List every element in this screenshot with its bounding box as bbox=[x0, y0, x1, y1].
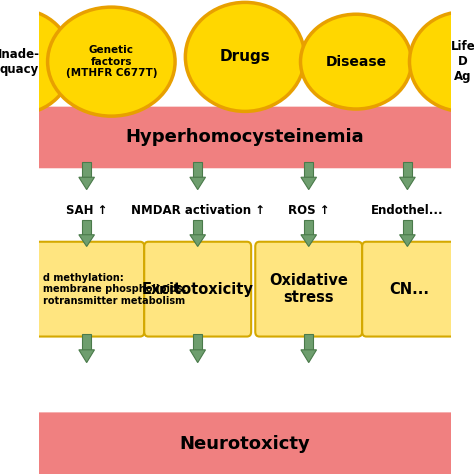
Polygon shape bbox=[193, 334, 202, 350]
Ellipse shape bbox=[410, 12, 474, 111]
Polygon shape bbox=[301, 235, 317, 246]
Text: Excitotoxicity: Excitotoxicity bbox=[142, 282, 254, 297]
Text: Oxidative
stress: Oxidative stress bbox=[269, 273, 348, 305]
Polygon shape bbox=[79, 235, 94, 246]
Polygon shape bbox=[193, 162, 202, 177]
FancyBboxPatch shape bbox=[31, 242, 144, 337]
Text: NMDAR activation ↑: NMDAR activation ↑ bbox=[131, 204, 265, 218]
Text: SAH ↑: SAH ↑ bbox=[66, 204, 108, 218]
Polygon shape bbox=[400, 235, 415, 246]
Text: Hyperhomocysteinemia: Hyperhomocysteinemia bbox=[126, 128, 365, 146]
FancyBboxPatch shape bbox=[255, 242, 362, 337]
Polygon shape bbox=[82, 334, 91, 350]
Polygon shape bbox=[193, 220, 202, 235]
Polygon shape bbox=[301, 177, 317, 190]
FancyBboxPatch shape bbox=[144, 242, 251, 337]
Polygon shape bbox=[403, 162, 412, 177]
Text: Neurotoxicty: Neurotoxicty bbox=[180, 436, 310, 453]
Text: CN...: CN... bbox=[390, 282, 429, 297]
Polygon shape bbox=[79, 177, 94, 190]
Polygon shape bbox=[218, 45, 272, 76]
Text: ROS ↑: ROS ↑ bbox=[288, 204, 329, 218]
Polygon shape bbox=[79, 350, 94, 363]
Text: d methylation:
membrane phospholipids,
rotransmitter metabolism: d methylation: membrane phospholipids, r… bbox=[44, 273, 187, 306]
Polygon shape bbox=[82, 220, 91, 235]
Text: Life
D
Ag: Life D Ag bbox=[451, 40, 474, 83]
Polygon shape bbox=[190, 177, 206, 190]
Text: Genetic
factors
(MTHFR C677T): Genetic factors (MTHFR C677T) bbox=[65, 45, 157, 78]
Ellipse shape bbox=[301, 14, 411, 109]
FancyBboxPatch shape bbox=[33, 412, 457, 474]
Polygon shape bbox=[304, 162, 313, 177]
Text: Disease: Disease bbox=[326, 55, 387, 69]
Ellipse shape bbox=[0, 9, 72, 114]
Polygon shape bbox=[403, 220, 412, 235]
Ellipse shape bbox=[185, 2, 305, 111]
Polygon shape bbox=[304, 334, 313, 350]
FancyBboxPatch shape bbox=[362, 242, 463, 337]
Polygon shape bbox=[82, 162, 91, 177]
Polygon shape bbox=[400, 177, 415, 190]
Polygon shape bbox=[190, 235, 206, 246]
Polygon shape bbox=[190, 350, 206, 363]
Ellipse shape bbox=[47, 7, 175, 116]
Polygon shape bbox=[232, 76, 258, 107]
Polygon shape bbox=[304, 220, 313, 235]
Polygon shape bbox=[301, 350, 317, 363]
FancyBboxPatch shape bbox=[33, 107, 457, 168]
Text: Drugs: Drugs bbox=[219, 49, 270, 64]
Text: Inade-
quacy: Inade- quacy bbox=[0, 47, 40, 76]
Text: Endothel...: Endothel... bbox=[371, 204, 444, 218]
